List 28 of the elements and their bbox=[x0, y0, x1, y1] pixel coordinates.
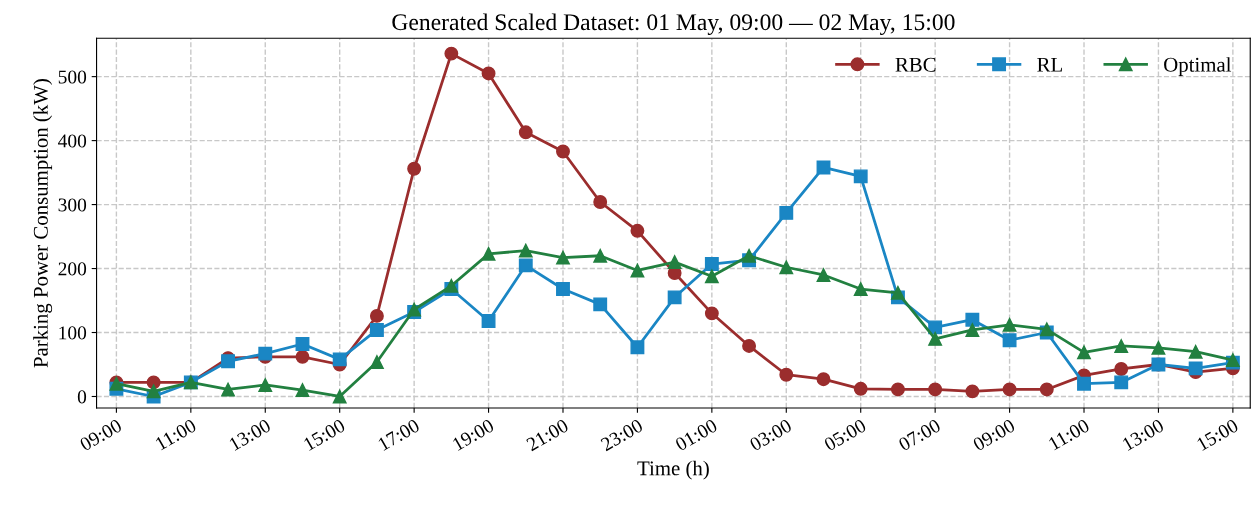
y-tick-label: 200 bbox=[58, 262, 87, 276]
x-tick-label: 21:00 bbox=[525, 418, 570, 452]
x-tick-label: 13:00 bbox=[228, 418, 272, 451]
x-tick-label: 05:00 bbox=[823, 418, 867, 452]
x-axis-title: Time (h) bbox=[637, 460, 709, 480]
x-tick-label: 07:00 bbox=[897, 418, 942, 452]
y-tick-label: 300 bbox=[58, 198, 87, 212]
x-tick-label: 03:00 bbox=[748, 418, 793, 452]
legend-label: RBC bbox=[895, 57, 936, 72]
y-tick-label: 400 bbox=[58, 134, 87, 148]
x-tick-label: 19:00 bbox=[451, 418, 495, 451]
x-tick-label: 11:00 bbox=[1048, 418, 1091, 451]
x-tick-label: 01:00 bbox=[674, 418, 719, 452]
x-tick-label: 23:00 bbox=[600, 418, 644, 452]
x-tick-label: 15:00 bbox=[303, 418, 346, 451]
x-tick-label: 15:00 bbox=[1196, 418, 1240, 451]
x-tick-label: 09:00 bbox=[78, 418, 123, 452]
y-axis-title: Parking Power Consumption (kW) bbox=[33, 79, 53, 368]
x-tick-label: 11:00 bbox=[154, 418, 198, 451]
x-tick-label: 17:00 bbox=[377, 418, 421, 451]
chart-title: Generated Scaled Dataset: 01 May, 09:00 — 02 May, 15:00 bbox=[392, 13, 955, 36]
legend-label: RL bbox=[1037, 57, 1062, 72]
x-tick-label: 09:00 bbox=[972, 418, 1016, 452]
legend-label: Optimal bbox=[1164, 57, 1232, 77]
y-tick-label: 0 bbox=[77, 390, 87, 404]
y-tick-label: 100 bbox=[59, 326, 87, 340]
x-tick-label: 13:00 bbox=[1121, 418, 1165, 451]
y-tick-label: 500 bbox=[58, 70, 87, 84]
